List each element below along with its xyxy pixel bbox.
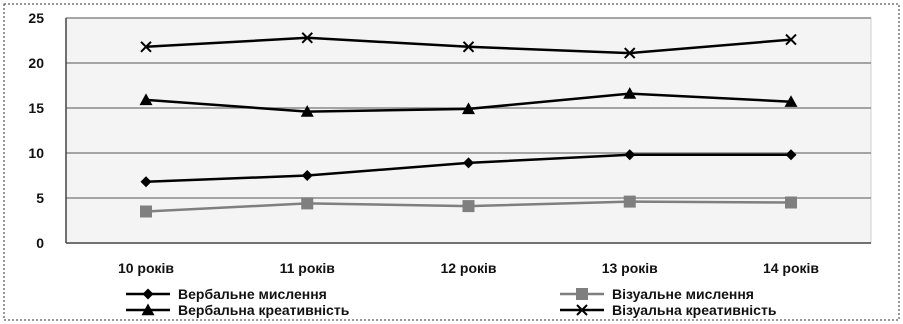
y-tick-label: 20 — [28, 55, 44, 71]
gridlines — [65, 17, 871, 244]
y-tick-label: 10 — [28, 145, 44, 161]
legend-label-1: Вербальне мислення — [178, 286, 327, 302]
data-point-3 — [784, 95, 798, 107]
legend-marker-4 — [576, 304, 588, 316]
x-tick-label: 14 років — [763, 260, 819, 276]
x-axis-ticks: 10 років 11 років 12 років 13 років 14 років — [118, 260, 819, 276]
data-point-2 — [140, 205, 152, 218]
x-tick-label: 12 років — [440, 260, 496, 276]
x-tick-label: 13 років — [602, 260, 658, 276]
data-point-1 — [463, 157, 474, 169]
legend-marker-1 — [142, 288, 154, 300]
legend-label-4: Візуальна креативність — [612, 302, 777, 318]
data-point-1 — [624, 149, 636, 161]
data-point-2 — [785, 196, 797, 209]
data-point-1 — [301, 170, 313, 181]
data-point-4 — [140, 41, 152, 53]
x-tick-label: 11 років — [280, 260, 336, 276]
legend-label-3: Вербальна креативність — [178, 302, 350, 318]
legend-marker-2 — [576, 288, 588, 300]
data-point-4 — [624, 47, 636, 59]
data-point-3 — [300, 105, 314, 117]
data-point-1 — [140, 176, 152, 188]
data-point-2 — [301, 197, 314, 210]
y-tick-label: 15 — [28, 100, 44, 116]
data-point-2 — [623, 195, 636, 208]
y-tick-label: 25 — [28, 10, 44, 26]
data-point-2 — [462, 200, 475, 213]
data-point-3 — [623, 87, 637, 99]
legend-label-2: Візуальне мислення — [612, 286, 754, 302]
y-axis-ticks: 0 5 10 15 20 25 — [28, 10, 44, 251]
legend-marker-3 — [141, 303, 155, 316]
data-point-1 — [785, 149, 797, 161]
data-point-3 — [139, 93, 153, 106]
x-tick-label: 10 років — [118, 260, 174, 276]
y-tick-label: 5 — [36, 190, 44, 206]
legend: Вербальне мислення Візуальне мислення Верб… — [126, 286, 777, 318]
data-point-4 — [785, 33, 797, 46]
data-point-4 — [462, 41, 475, 53]
y-tick-label: 0 — [36, 235, 44, 251]
data-point-4 — [301, 32, 313, 44]
series-group — [139, 32, 798, 218]
data-point-3 — [462, 102, 475, 115]
